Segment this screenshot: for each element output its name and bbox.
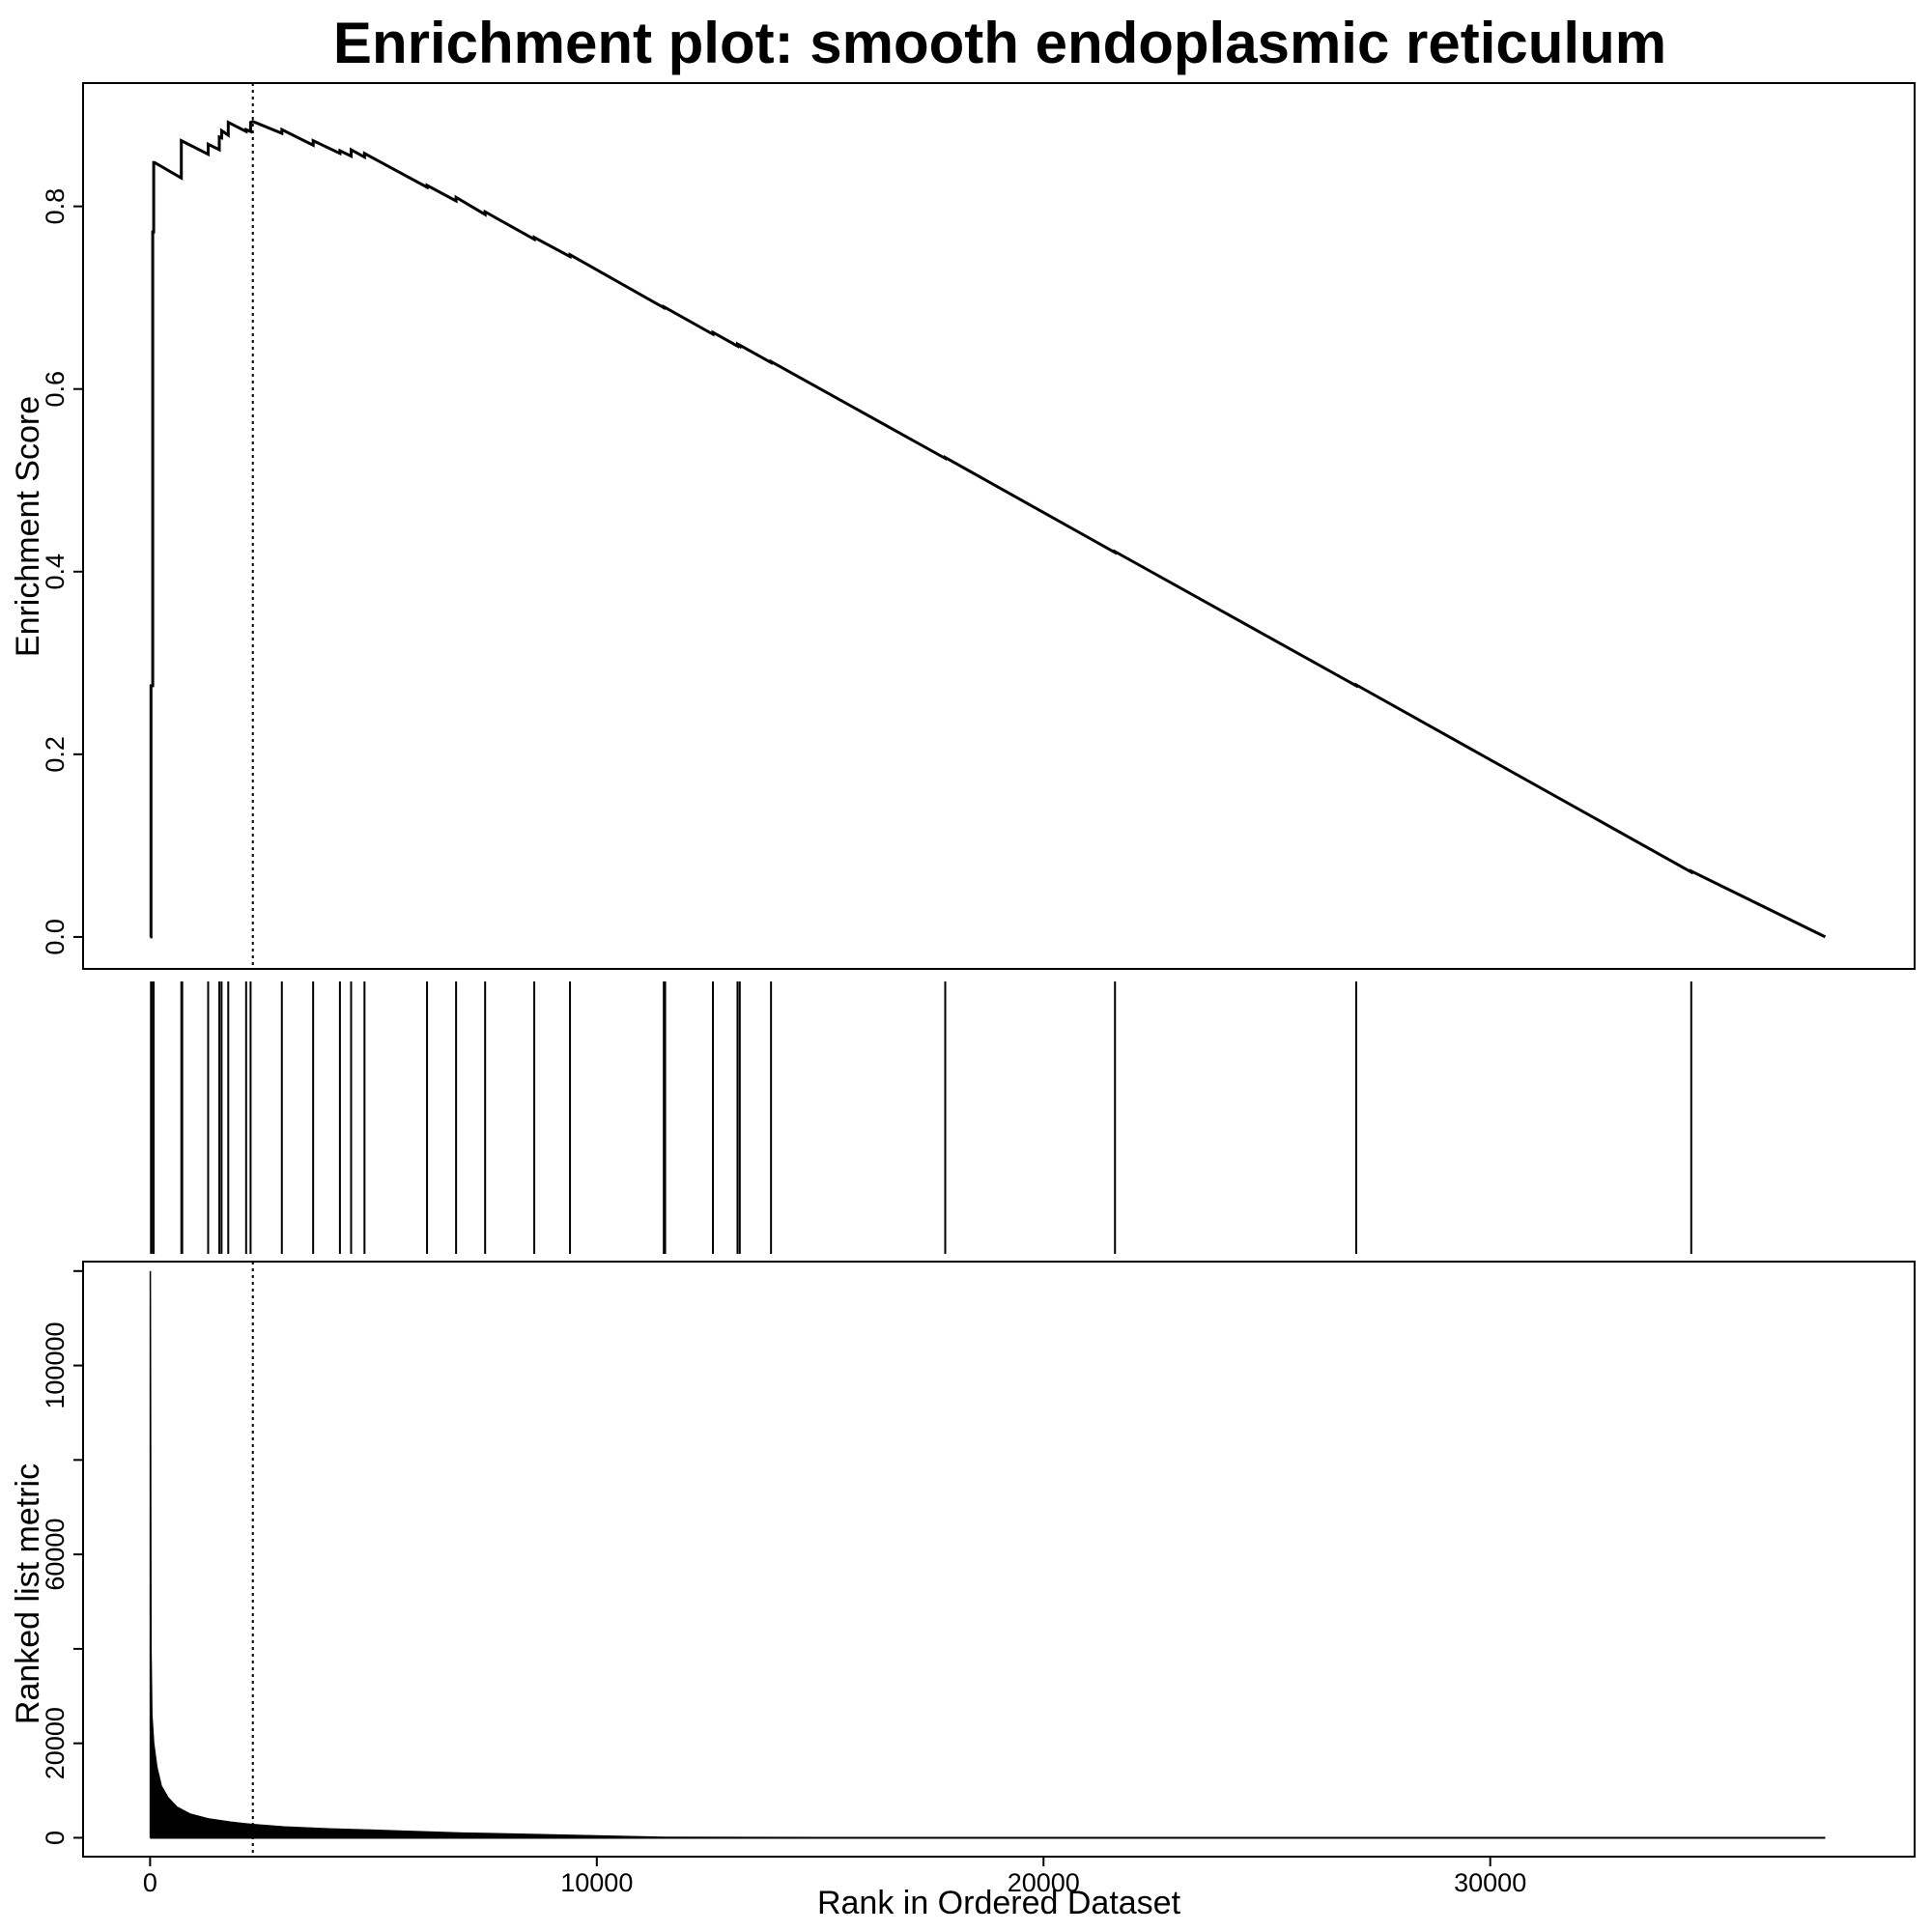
es-panel-frame	[82, 82, 1916, 970]
x-axis-label: Rank in Ordered Dataset	[817, 1885, 1181, 1921]
x-axis: 0 10000 20000 30000	[143, 1857, 1526, 1897]
ranked-metric-area	[149, 1270, 1826, 1839]
metric-y-axis-label: Ranked list metric	[10, 1463, 46, 1724]
metric-y-tick-label: 20000	[41, 1707, 70, 1779]
hit-barcode	[150, 981, 1692, 1254]
x-tick-label: 20000	[1008, 1868, 1080, 1897]
es-y-tick-label: 0.4	[41, 554, 70, 590]
metric-y-tick-label: 100000	[41, 1322, 70, 1409]
es-y-axis: 0.0 0.2 0.4 0.6 0.8	[41, 188, 83, 955]
es-y-tick-label: 0.0	[41, 919, 70, 955]
x-tick-label: 30000	[1454, 1868, 1526, 1897]
metric-y-tick-label: 0	[41, 1831, 70, 1845]
metric-y-tick-label: 60000	[41, 1519, 70, 1591]
es-y-tick-label: 0.2	[41, 736, 70, 773]
x-tick-label: 10000	[560, 1868, 633, 1897]
es-y-tick-label: 0.8	[41, 188, 70, 225]
es-y-tick-label: 0.6	[41, 371, 70, 408]
x-tick-label: 0	[143, 1868, 157, 1897]
es-plot-area	[149, 83, 1827, 969]
metric-y-axis: 0 20000 60000 100000	[41, 1269, 83, 1845]
metric-plot-area	[149, 1262, 1826, 1857]
chart-title: Enrichment plot: smooth endoplasmic reti…	[333, 11, 1666, 75]
metric-panel-frame	[82, 1261, 1916, 1858]
es-y-axis-label: Enrichment Score	[10, 396, 46, 657]
enrichment-score-line	[149, 120, 1827, 939]
